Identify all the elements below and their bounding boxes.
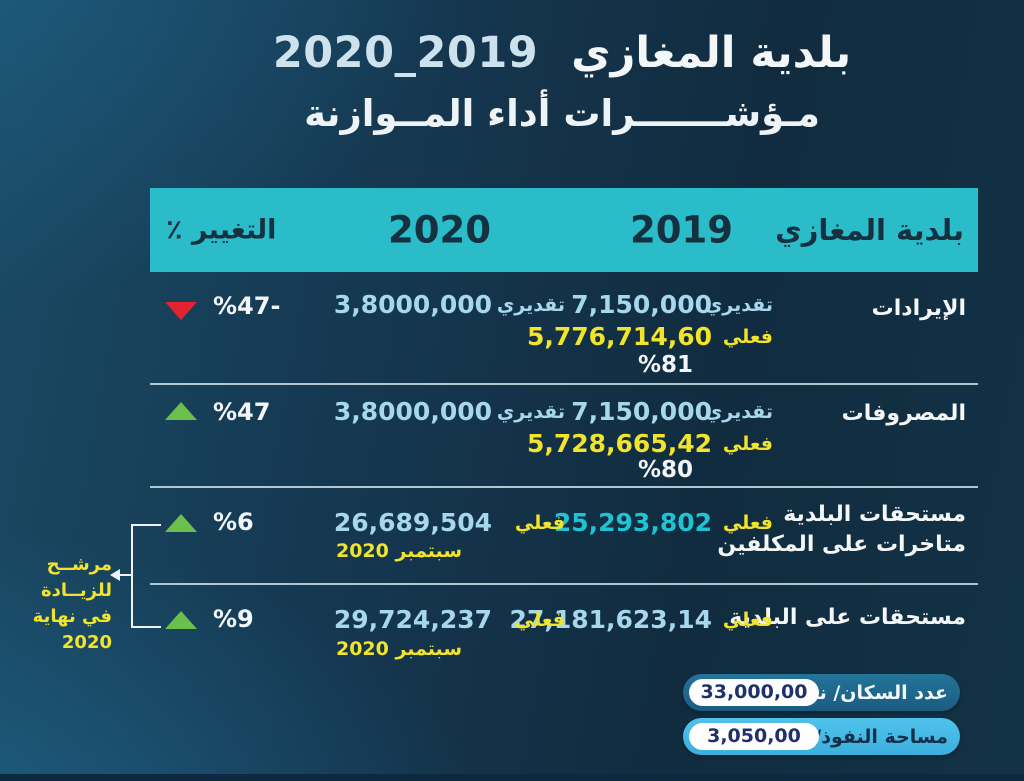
area-value: 3,050,00 bbox=[689, 723, 819, 750]
actual-value-2019: 25,293,802 bbox=[553, 508, 712, 537]
row-label: الإيرادات bbox=[871, 296, 966, 321]
row-label: مستحقات البلدية متاخرات على المكلفين bbox=[717, 500, 966, 560]
page-subtitle: مـؤشـــــــرات أداء المــوازنة bbox=[304, 92, 820, 135]
as-of-date-2020: سبتمبر 2020 bbox=[335, 638, 462, 660]
row-label: مستحقات على البلدية bbox=[729, 605, 966, 630]
column-header-2020: 2020 bbox=[388, 208, 491, 252]
actual-value-2020: 29,724,237 bbox=[333, 605, 492, 634]
estimated-label-2019: تقديري bbox=[704, 401, 773, 423]
bracket-vertical-line bbox=[131, 524, 133, 628]
table-row-revenues: الإيرادات تقديري 7,150,000 فعلي 5,776,71… bbox=[150, 272, 978, 385]
actual-label-2020: فعلي bbox=[514, 512, 565, 534]
actual-label-2019: فعلي bbox=[722, 609, 773, 631]
annotation-line2: في نهاية 2020 bbox=[32, 606, 112, 653]
bracket-bottom-line bbox=[131, 626, 161, 628]
estimated-value-2020: 3,8000,000 bbox=[333, 397, 492, 426]
table-body: الإيرادات تقديري 7,150,000 فعلي 5,776,71… bbox=[150, 272, 978, 682]
decrease-triangle-icon bbox=[165, 302, 197, 320]
area-badge: مساحة النفوذ/ دونم 3,050,00 bbox=[683, 718, 960, 755]
increase-triangle-icon bbox=[165, 514, 197, 532]
actual-percent-2019: %80 bbox=[637, 457, 693, 483]
increase-triangle-icon bbox=[165, 402, 197, 420]
population-badge: عدد السكان/ نسمة 33,000,00 bbox=[683, 674, 960, 711]
population-label: عدد السكان/ نسمة bbox=[776, 681, 948, 704]
actual-value-2019: 5,728,665,42 bbox=[526, 429, 712, 458]
actual-value-2019: 5,776,714,60 bbox=[526, 322, 712, 351]
change-percent: %6 bbox=[213, 508, 254, 536]
table-row-expenses: المصروفات تقديري 7,150,000 فعلي 5,728,66… bbox=[150, 385, 978, 488]
title-years: 2020_2019 bbox=[272, 28, 539, 78]
actual-percent-2019: %81 bbox=[637, 352, 693, 378]
population-value: 33,000,00 bbox=[689, 679, 819, 706]
page-title: بلدية المغازي 2020_2019 bbox=[100, 28, 1024, 78]
estimated-value-2020: 3,8000,000 bbox=[333, 290, 492, 319]
increase-annotation: مرشــح للزيــادة في نهاية 2020 bbox=[6, 552, 112, 656]
row-label-line1: مستحقات البلدية bbox=[783, 502, 966, 527]
actual-label-2019: فعلي bbox=[722, 433, 773, 455]
bracket-middle-line bbox=[120, 574, 133, 576]
row-label-line2: متاخرات على المكلفين bbox=[717, 532, 966, 557]
annotation-line1: مرشــح للزيــادة bbox=[41, 554, 112, 601]
column-header-change: التغيير ٪ bbox=[166, 214, 277, 246]
change-percent: %47- bbox=[213, 292, 281, 320]
estimated-value-2019: 7,150,000 bbox=[571, 397, 712, 426]
estimated-label-2019: تقديري bbox=[704, 294, 773, 316]
estimated-value-2019: 7,150,000 bbox=[571, 290, 712, 319]
row-label: المصروفات bbox=[841, 401, 966, 426]
change-percent: %47 bbox=[213, 398, 271, 426]
estimated-label-2020: تقديري bbox=[496, 401, 565, 423]
actual-label-2019: فعلي bbox=[722, 326, 773, 348]
bracket-top-line bbox=[131, 524, 161, 526]
increase-triangle-icon bbox=[165, 611, 197, 629]
estimated-label-2020: تقديري bbox=[496, 294, 565, 316]
as-of-date-2020: سبتمبر 2020 bbox=[335, 540, 462, 562]
bottom-edge-strip bbox=[0, 774, 1024, 781]
table-header: بلدية المغازي 2019 2020 التغيير ٪ bbox=[150, 188, 978, 272]
column-header-2019: 2019 bbox=[630, 208, 733, 252]
actual-label-2020: فعلي bbox=[514, 609, 565, 631]
change-percent: %9 bbox=[213, 605, 254, 633]
actual-value-2019: 27,181,623,14 bbox=[509, 605, 712, 634]
bracket-arrow-icon bbox=[110, 569, 120, 581]
title-block: بلدية المغازي 2020_2019 مـؤشـــــــرات أ… bbox=[100, 28, 1024, 135]
actual-label-2019: فعلي bbox=[722, 512, 773, 534]
column-header-entity: بلدية المغازي bbox=[775, 213, 964, 247]
table-row-municipality-receivables: مستحقات البلدية متاخرات على المكلفين فعل… bbox=[150, 488, 978, 585]
title-municipality: بلدية المغازي bbox=[571, 28, 852, 78]
actual-value-2020: 26,689,504 bbox=[333, 508, 492, 537]
table-row-municipality-payables: مستحقات على البلدية فعلي 27,181,623,14 ف… bbox=[150, 585, 978, 682]
